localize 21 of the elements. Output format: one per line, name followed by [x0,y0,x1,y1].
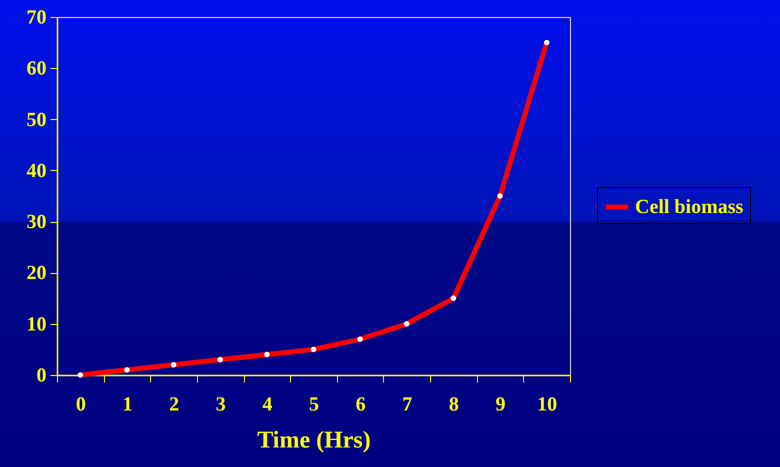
x-tick-label: 8 [448,394,459,416]
y-tick-label: 20 [26,262,46,284]
x-tick-label: 5 [309,394,319,416]
x-tick-label: 6 [356,394,366,416]
x-tick-label: 7 [402,394,412,416]
x-axis-title: Time (Hrs) [257,428,371,454]
y-tick-label: 10 [26,313,46,336]
x-tick-label: 4 [262,394,272,416]
y-tick-label: 50 [26,108,46,131]
x-tick-label: 10 [537,394,558,416]
y-tick-label: 40 [26,160,46,182]
x-tick-label: 2 [169,394,180,416]
y-tick-label: 0 [36,364,46,386]
y-tick-label: 60 [26,58,46,80]
x-tick-label: 3 [216,394,226,416]
legend-label: Cell biomass [635,196,744,218]
x-tick-label: 0 [76,394,86,416]
y-tick-label: 30 [26,211,46,234]
x-tick-label: 1 [122,394,132,416]
x-tick-label: 9 [496,394,506,416]
y-tick-label: 70 [26,6,46,28]
